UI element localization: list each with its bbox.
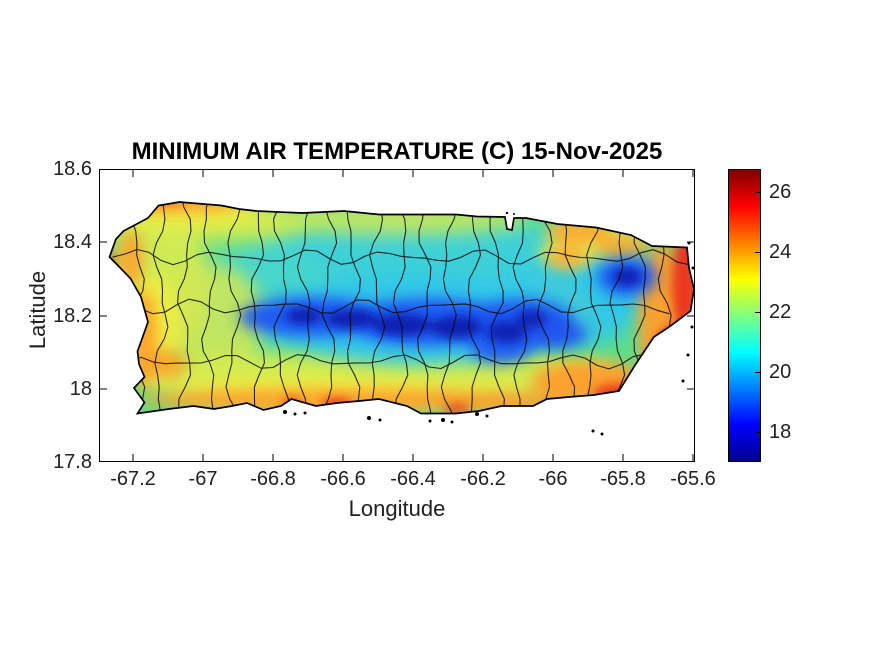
municipality-border (586, 202, 602, 414)
offshore-islets (283, 211, 697, 436)
x-tick-label: -67 (188, 468, 218, 490)
x-tick-label: -67.2 (110, 468, 156, 490)
colorbar-tick-mark (755, 192, 760, 194)
x-axis-label: Longitude (348, 496, 446, 521)
municipality-border (128, 353, 658, 370)
colorbar-tick-label: 26 (769, 181, 792, 204)
municipality-border (273, 202, 289, 414)
municipality-border (512, 202, 528, 414)
municipality-border (128, 298, 670, 315)
map-plot-area (99, 168, 697, 463)
colorbar-tick-mark (755, 312, 760, 314)
x-tick-label: -66.4 (390, 468, 436, 490)
municipality-border (177, 202, 192, 414)
temperature-field (109, 202, 694, 414)
municipality-border (296, 202, 311, 414)
colorbar-tick-label: 22 (769, 301, 792, 324)
municipality-border (225, 202, 242, 414)
municipality-border (152, 202, 169, 414)
plot-title: MINIMUM AIR TEMPERATURE (C) 15-Nov-2025 (131, 138, 663, 165)
municipality-border (536, 202, 553, 414)
municipality-border (417, 202, 432, 414)
municipality-border (392, 202, 409, 414)
x-tick-label: -66.2 (460, 468, 506, 490)
municipality-boundaries (112, 202, 690, 414)
municipality-border (562, 202, 577, 414)
x-tick-label: -65.8 (600, 468, 646, 490)
municipality-border (489, 202, 505, 414)
x-tick-label: -66 (538, 468, 568, 490)
y-tick-label: 18.2 (53, 305, 92, 327)
municipality-border (467, 202, 482, 414)
x-tick-label: -66.6 (320, 468, 366, 490)
y-tick-label: 18.6 (53, 158, 92, 180)
x-tick-label: -65.6 (670, 468, 716, 490)
colorbar-tick-mark (755, 372, 760, 374)
municipality-border (440, 202, 458, 414)
y-tick-label: 18.4 (53, 231, 92, 253)
municipality-border (250, 202, 265, 414)
colorbar-tick-label: 18 (769, 421, 792, 443)
y-tick-label: 18 (69, 378, 92, 400)
colorbar (728, 169, 761, 462)
axes-box-and-ticks (99, 168, 695, 463)
colorbar-tick-mark (755, 432, 760, 433)
colorbar-gradient (729, 170, 760, 461)
puerto-rico-temperature-map (99, 168, 697, 463)
municipality-border (346, 202, 361, 414)
y-tick-label: 17.8 (53, 451, 92, 473)
colorbar-tick-label: 20 (769, 361, 792, 384)
municipality-border (320, 202, 338, 414)
municipality-border (369, 202, 386, 414)
municipality-border (201, 202, 217, 414)
colorbar-tick-label: 24 (769, 241, 792, 264)
x-tick-label: -66.8 (250, 468, 296, 490)
colorbar-tick-mark (755, 252, 760, 254)
municipality-border (112, 248, 690, 266)
